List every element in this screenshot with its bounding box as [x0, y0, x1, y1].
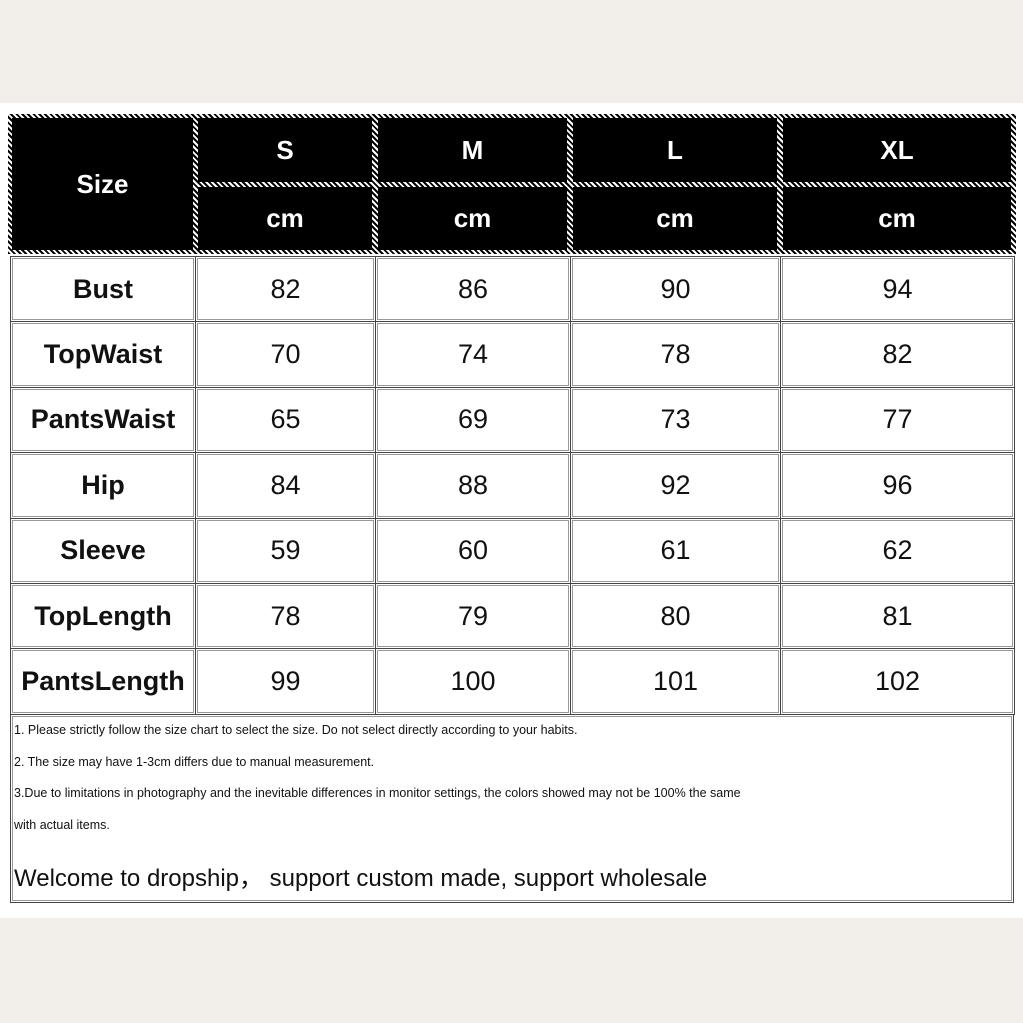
size-unit: cm: [783, 187, 1011, 250]
measure-value: 73: [570, 386, 781, 454]
measure-value: 69: [375, 386, 571, 454]
measure-value: 86: [375, 256, 571, 323]
size-unit: cm: [378, 187, 567, 250]
measure-value: 80: [570, 583, 781, 650]
measure-value: 70: [195, 321, 376, 388]
measure-value: 65: [195, 386, 376, 454]
measure-value: 78: [195, 583, 376, 650]
measure-value: 84: [195, 452, 376, 519]
note-line: 1. Please strictly follow the size chart…: [14, 723, 578, 737]
note-line: 3.Due to limitations in photography and …: [14, 786, 741, 800]
measure-value: 94: [780, 256, 1015, 323]
measure-value: 90: [570, 256, 781, 323]
size-name: XL: [783, 118, 1011, 182]
row-label: PantsLength: [10, 648, 196, 715]
size-header: Size: [12, 118, 193, 250]
row-label: PantsWaist: [10, 386, 196, 454]
row-label: TopLength: [10, 583, 196, 650]
row-label: Sleeve: [10, 517, 196, 584]
measure-value: 96: [780, 452, 1015, 519]
measure-value: 92: [570, 452, 781, 519]
measure-value: 59: [195, 517, 376, 584]
size-name: S: [198, 118, 372, 182]
measure-value: 77: [780, 386, 1015, 454]
measure-value: 62: [780, 517, 1015, 584]
measure-value: 60: [375, 517, 571, 584]
measure-value: 82: [195, 256, 376, 323]
measure-value: 81: [780, 583, 1015, 650]
measure-value: 82: [780, 321, 1015, 388]
measure-value: 61: [570, 517, 781, 584]
welcome-text: Welcome to dropship， support custom made…: [14, 865, 708, 892]
measure-value: 79: [375, 583, 571, 650]
measure-value: 101: [570, 648, 781, 715]
row-label: TopWaist: [10, 321, 196, 388]
notes-box: 1. Please strictly follow the size chart…: [10, 714, 1014, 903]
row-label: Bust: [10, 256, 196, 323]
measure-value: 100: [375, 648, 571, 715]
note-line: 2. The size may have 1-3cm differs due t…: [14, 754, 375, 769]
measure-value: 74: [375, 321, 571, 388]
measure-value: 99: [195, 648, 376, 715]
size-unit: cm: [573, 187, 777, 250]
row-label: Hip: [10, 452, 196, 519]
measure-value: 102: [780, 648, 1015, 715]
note-line: with actual items.: [14, 817, 110, 832]
measure-value: 88: [375, 452, 571, 519]
size-name: M: [378, 118, 567, 182]
size-unit: cm: [198, 187, 372, 250]
measure-value: 78: [570, 321, 781, 388]
size-name: L: [573, 118, 777, 182]
